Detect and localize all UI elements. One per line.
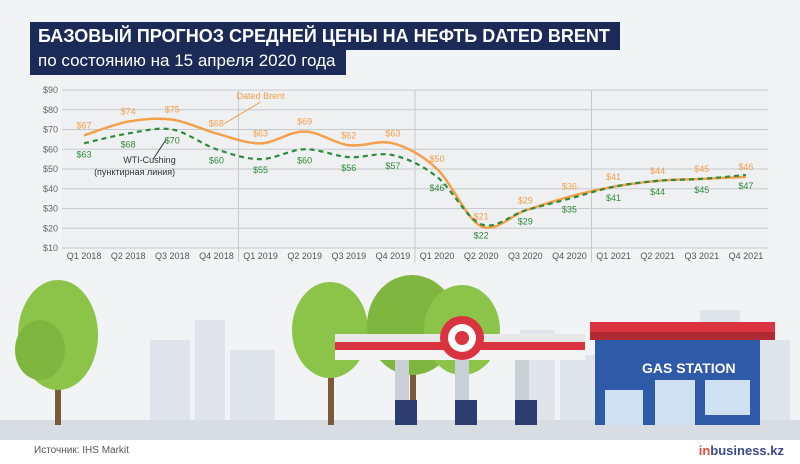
- data-label-brent: $63: [385, 128, 400, 138]
- y-tick-label: $30: [43, 204, 58, 214]
- station-logo: [440, 316, 484, 360]
- data-label-wti: $57: [385, 161, 400, 171]
- data-label-wti: $45: [694, 185, 709, 195]
- y-tick-label: $70: [43, 125, 58, 135]
- legend-brent: Dated Brent: [237, 91, 286, 101]
- data-label-brent: $68: [209, 118, 224, 128]
- data-label-brent: $69: [297, 116, 312, 126]
- tree-left: [15, 280, 98, 425]
- source-note: Источник: IHS Markit: [34, 445, 129, 456]
- data-label-brent: $63: [253, 128, 268, 138]
- x-tick-label: Q1 2021: [596, 251, 631, 261]
- y-tick-label: $50: [43, 164, 58, 174]
- data-label-brent: $29: [518, 195, 533, 205]
- data-label-wti: $56: [341, 163, 356, 173]
- y-tick-label: $60: [43, 144, 58, 154]
- x-tick-label: Q3 2020: [508, 251, 543, 261]
- station-building: [590, 322, 775, 425]
- price-forecast-chart: $10 $20 $30 $40 $50 $60 $70 $80 $90 Q1 2018 Q2 201…: [43, 85, 768, 262]
- data-label-wti: $60: [209, 155, 224, 165]
- data-label-wti: $35: [562, 205, 577, 215]
- x-tick-label: Q4 2021: [729, 251, 764, 261]
- x-tick-label: Q1 2020: [420, 251, 455, 261]
- data-label-wti: $63: [77, 149, 92, 159]
- legend-brent-leader: [224, 101, 261, 125]
- y-tick-label: $10: [43, 243, 58, 253]
- data-label-brent: $74: [121, 107, 136, 117]
- x-tick-label: Q2 2019: [287, 251, 322, 261]
- data-label-brent: $62: [341, 130, 356, 140]
- series-line-brent: [83, 117, 746, 230]
- series-line-wti: [83, 127, 747, 227]
- x-tick-label: Q4 2019: [376, 251, 411, 261]
- chart-subtitle: по состоянию на 15 апреля 2020 года: [30, 48, 346, 75]
- x-tick-label: Q3 2021: [685, 251, 720, 261]
- x-tick-label: Q1 2018: [67, 251, 102, 261]
- brand-logo: inbusiness.kz: [698, 443, 784, 458]
- x-tick-label: Q3 2018: [155, 251, 190, 261]
- data-label-brent: $50: [430, 154, 445, 164]
- data-label-brent: $36: [562, 182, 577, 192]
- x-tick-label: Q1 2019: [243, 251, 278, 261]
- data-label-brent: $45: [694, 164, 709, 174]
- data-label-brent: $67: [77, 120, 92, 130]
- legend-wti: WTI-Cushing: [123, 155, 176, 165]
- data-label-wti: $55: [253, 165, 268, 175]
- x-tick-label: Q3 2019: [332, 251, 367, 261]
- footer: Источник: IHS Markit inbusiness.kz: [0, 440, 800, 464]
- x-tick-label: Q2 2021: [640, 251, 675, 261]
- data-label-wti: $70: [165, 136, 180, 146]
- x-tick-label: Q4 2020: [552, 251, 587, 261]
- gas-station-illustration: GAS STATION: [0, 275, 800, 440]
- data-label-wti: $22: [474, 230, 489, 240]
- data-label-brent: $41: [606, 172, 621, 182]
- y-tick-label: $20: [43, 223, 58, 233]
- x-tick-label: Q2 2020: [464, 251, 499, 261]
- data-label-brent: $46: [738, 162, 753, 172]
- legend-wti-leader: [152, 139, 167, 160]
- data-label-wti: $47: [738, 181, 753, 191]
- x-tick-label: Q4 2018: [199, 251, 234, 261]
- legend-wti-sub: (пунктирная линия): [94, 167, 175, 177]
- y-tick-label: $90: [43, 85, 58, 95]
- y-tick-label: $80: [43, 105, 58, 115]
- data-label-brent: $75: [165, 105, 180, 115]
- data-label-wti: $44: [650, 187, 665, 197]
- chart-title: БАЗОВЫЙ ПРОГНОЗ СРЕДНЕЙ ЦЕНЫ НА НЕФТЬ DA…: [30, 22, 620, 50]
- fuel-pumps: [395, 400, 537, 425]
- data-label-brent: $21: [474, 211, 489, 221]
- data-label-brent: $44: [650, 166, 665, 176]
- y-tick-label: $40: [43, 184, 58, 194]
- x-tick-label: Q2 2018: [111, 251, 146, 261]
- data-label-wti: $68: [121, 139, 136, 149]
- data-label-wti: $46: [430, 183, 445, 193]
- data-label-wti: $41: [606, 193, 621, 203]
- station-sign: GAS STATION: [642, 360, 736, 376]
- data-label-wti: $29: [518, 216, 533, 226]
- data-label-wti: $60: [297, 155, 312, 165]
